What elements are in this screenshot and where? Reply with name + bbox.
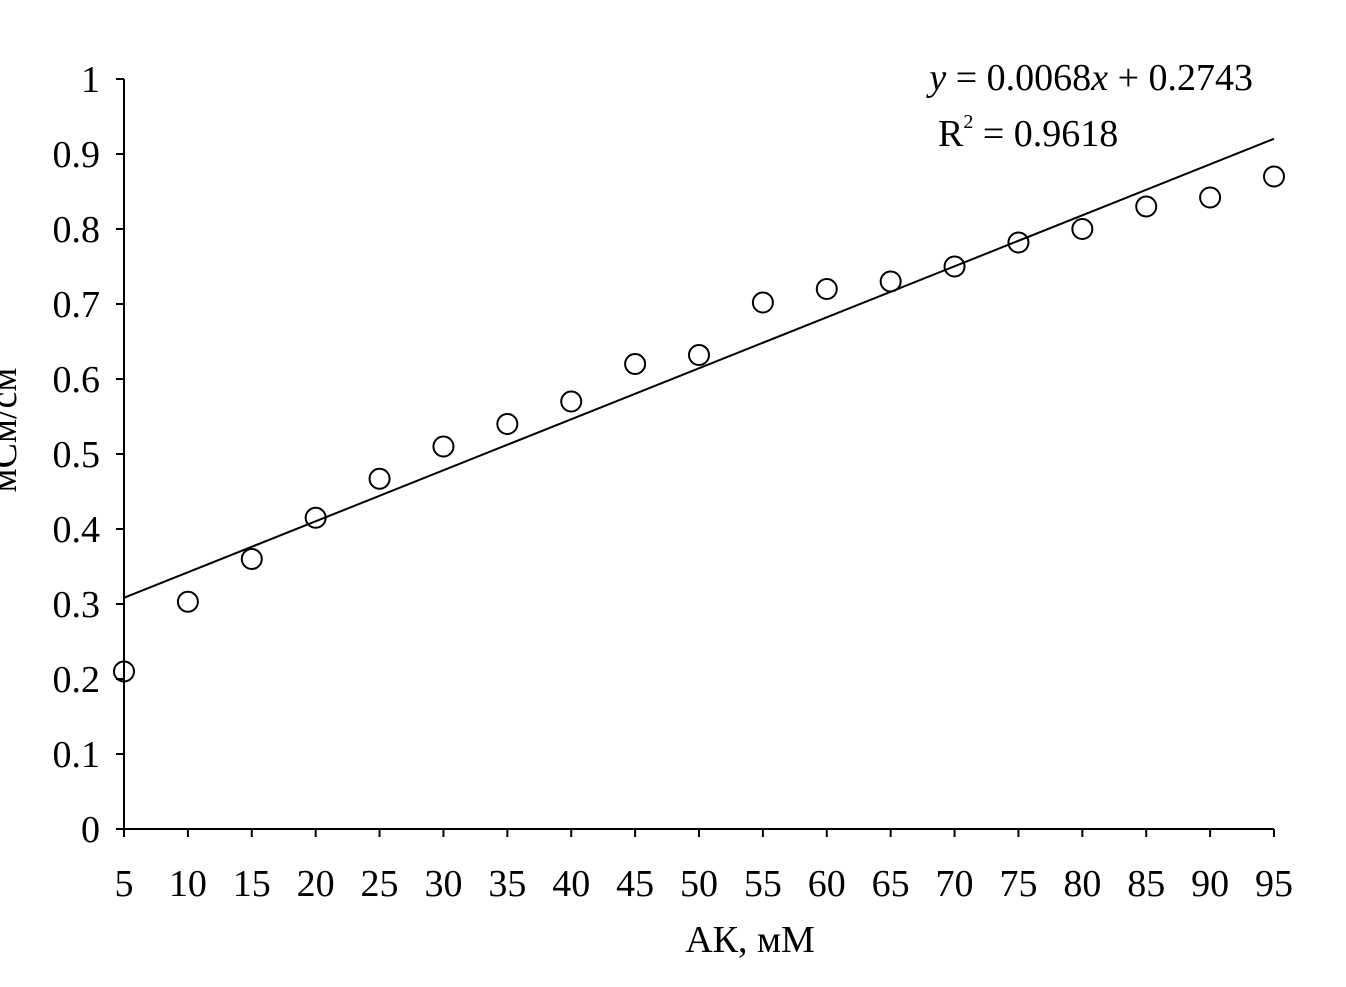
x-tick-label: 85 bbox=[1127, 863, 1165, 905]
data-point bbox=[751, 291, 774, 314]
y-tick-label: 0.1 bbox=[53, 734, 101, 776]
x-tick-label: 20 bbox=[297, 863, 335, 905]
r-squared-annotation: R2 = 0.9618 bbox=[938, 111, 1118, 155]
x-tick-label: 50 bbox=[680, 863, 718, 905]
x-tick-label: 60 bbox=[808, 863, 846, 905]
x-tick-label: 35 bbox=[488, 863, 526, 905]
y-tick-label: 0.7 bbox=[53, 284, 101, 326]
x-tick-label: 40 bbox=[552, 863, 590, 905]
data-point bbox=[560, 390, 583, 413]
y-tick-label: 1 bbox=[81, 59, 100, 101]
data-point bbox=[688, 344, 710, 366]
data-point bbox=[1007, 231, 1030, 254]
x-tick-label: 30 bbox=[424, 863, 462, 905]
data-point bbox=[496, 413, 519, 435]
x-tick-label: 90 bbox=[1191, 863, 1229, 905]
y-axis-label: мСм/см bbox=[0, 368, 25, 493]
data-point bbox=[240, 548, 263, 570]
x-tick-label: 45 bbox=[616, 863, 654, 905]
data-point bbox=[113, 660, 135, 683]
y-tick-label: 0.9 bbox=[53, 134, 101, 176]
x-tick-label: 95 bbox=[1255, 863, 1293, 905]
y-tick-label: 0.6 bbox=[53, 359, 101, 401]
x-tick-label: 25 bbox=[361, 863, 399, 905]
x-tick-label: 75 bbox=[999, 863, 1037, 905]
data-point bbox=[304, 506, 327, 529]
data-point bbox=[624, 353, 647, 375]
data-point bbox=[815, 278, 838, 300]
x-tick-label: 10 bbox=[169, 863, 207, 905]
data-point bbox=[1135, 195, 1158, 218]
x-tick-label: 55 bbox=[744, 863, 782, 905]
y-tick-label: 0.5 bbox=[53, 434, 101, 476]
data-point bbox=[368, 467, 391, 490]
y-tick-label: 0 bbox=[81, 809, 100, 851]
data-point bbox=[176, 590, 199, 613]
x-tick-label: 80 bbox=[1063, 863, 1101, 905]
y-tick-label: 0.8 bbox=[53, 209, 101, 251]
x-axis-label: АК, мМ bbox=[685, 919, 815, 961]
data-point bbox=[943, 255, 966, 278]
equation-annotation: y = 0.0068x + 0.2743 bbox=[925, 57, 1253, 99]
y-tick-label: 0.2 bbox=[53, 659, 101, 701]
data-point bbox=[879, 270, 902, 293]
data-point bbox=[1071, 218, 1094, 240]
x-tick-label: 15 bbox=[233, 863, 271, 905]
data-point bbox=[1263, 165, 1285, 188]
x-tick-label: 5 bbox=[115, 863, 134, 905]
trendline bbox=[123, 137, 1275, 599]
x-tick-label: 70 bbox=[936, 863, 974, 905]
data-point bbox=[1199, 186, 1222, 209]
x-tick-label: 65 bbox=[872, 863, 910, 905]
y-tick-label: 0.4 bbox=[53, 509, 101, 551]
data-point bbox=[432, 435, 455, 458]
y-tick-label: 0.3 bbox=[53, 584, 101, 626]
